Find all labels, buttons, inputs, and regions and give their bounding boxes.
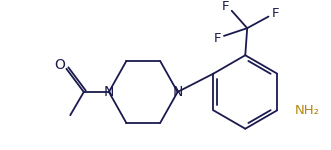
Text: NH₂: NH₂: [295, 104, 319, 117]
Text: F: F: [213, 32, 221, 45]
Text: F: F: [271, 7, 279, 20]
Text: F: F: [222, 0, 230, 13]
Text: N: N: [172, 85, 183, 99]
Text: O: O: [54, 58, 65, 72]
Text: N: N: [104, 85, 114, 99]
